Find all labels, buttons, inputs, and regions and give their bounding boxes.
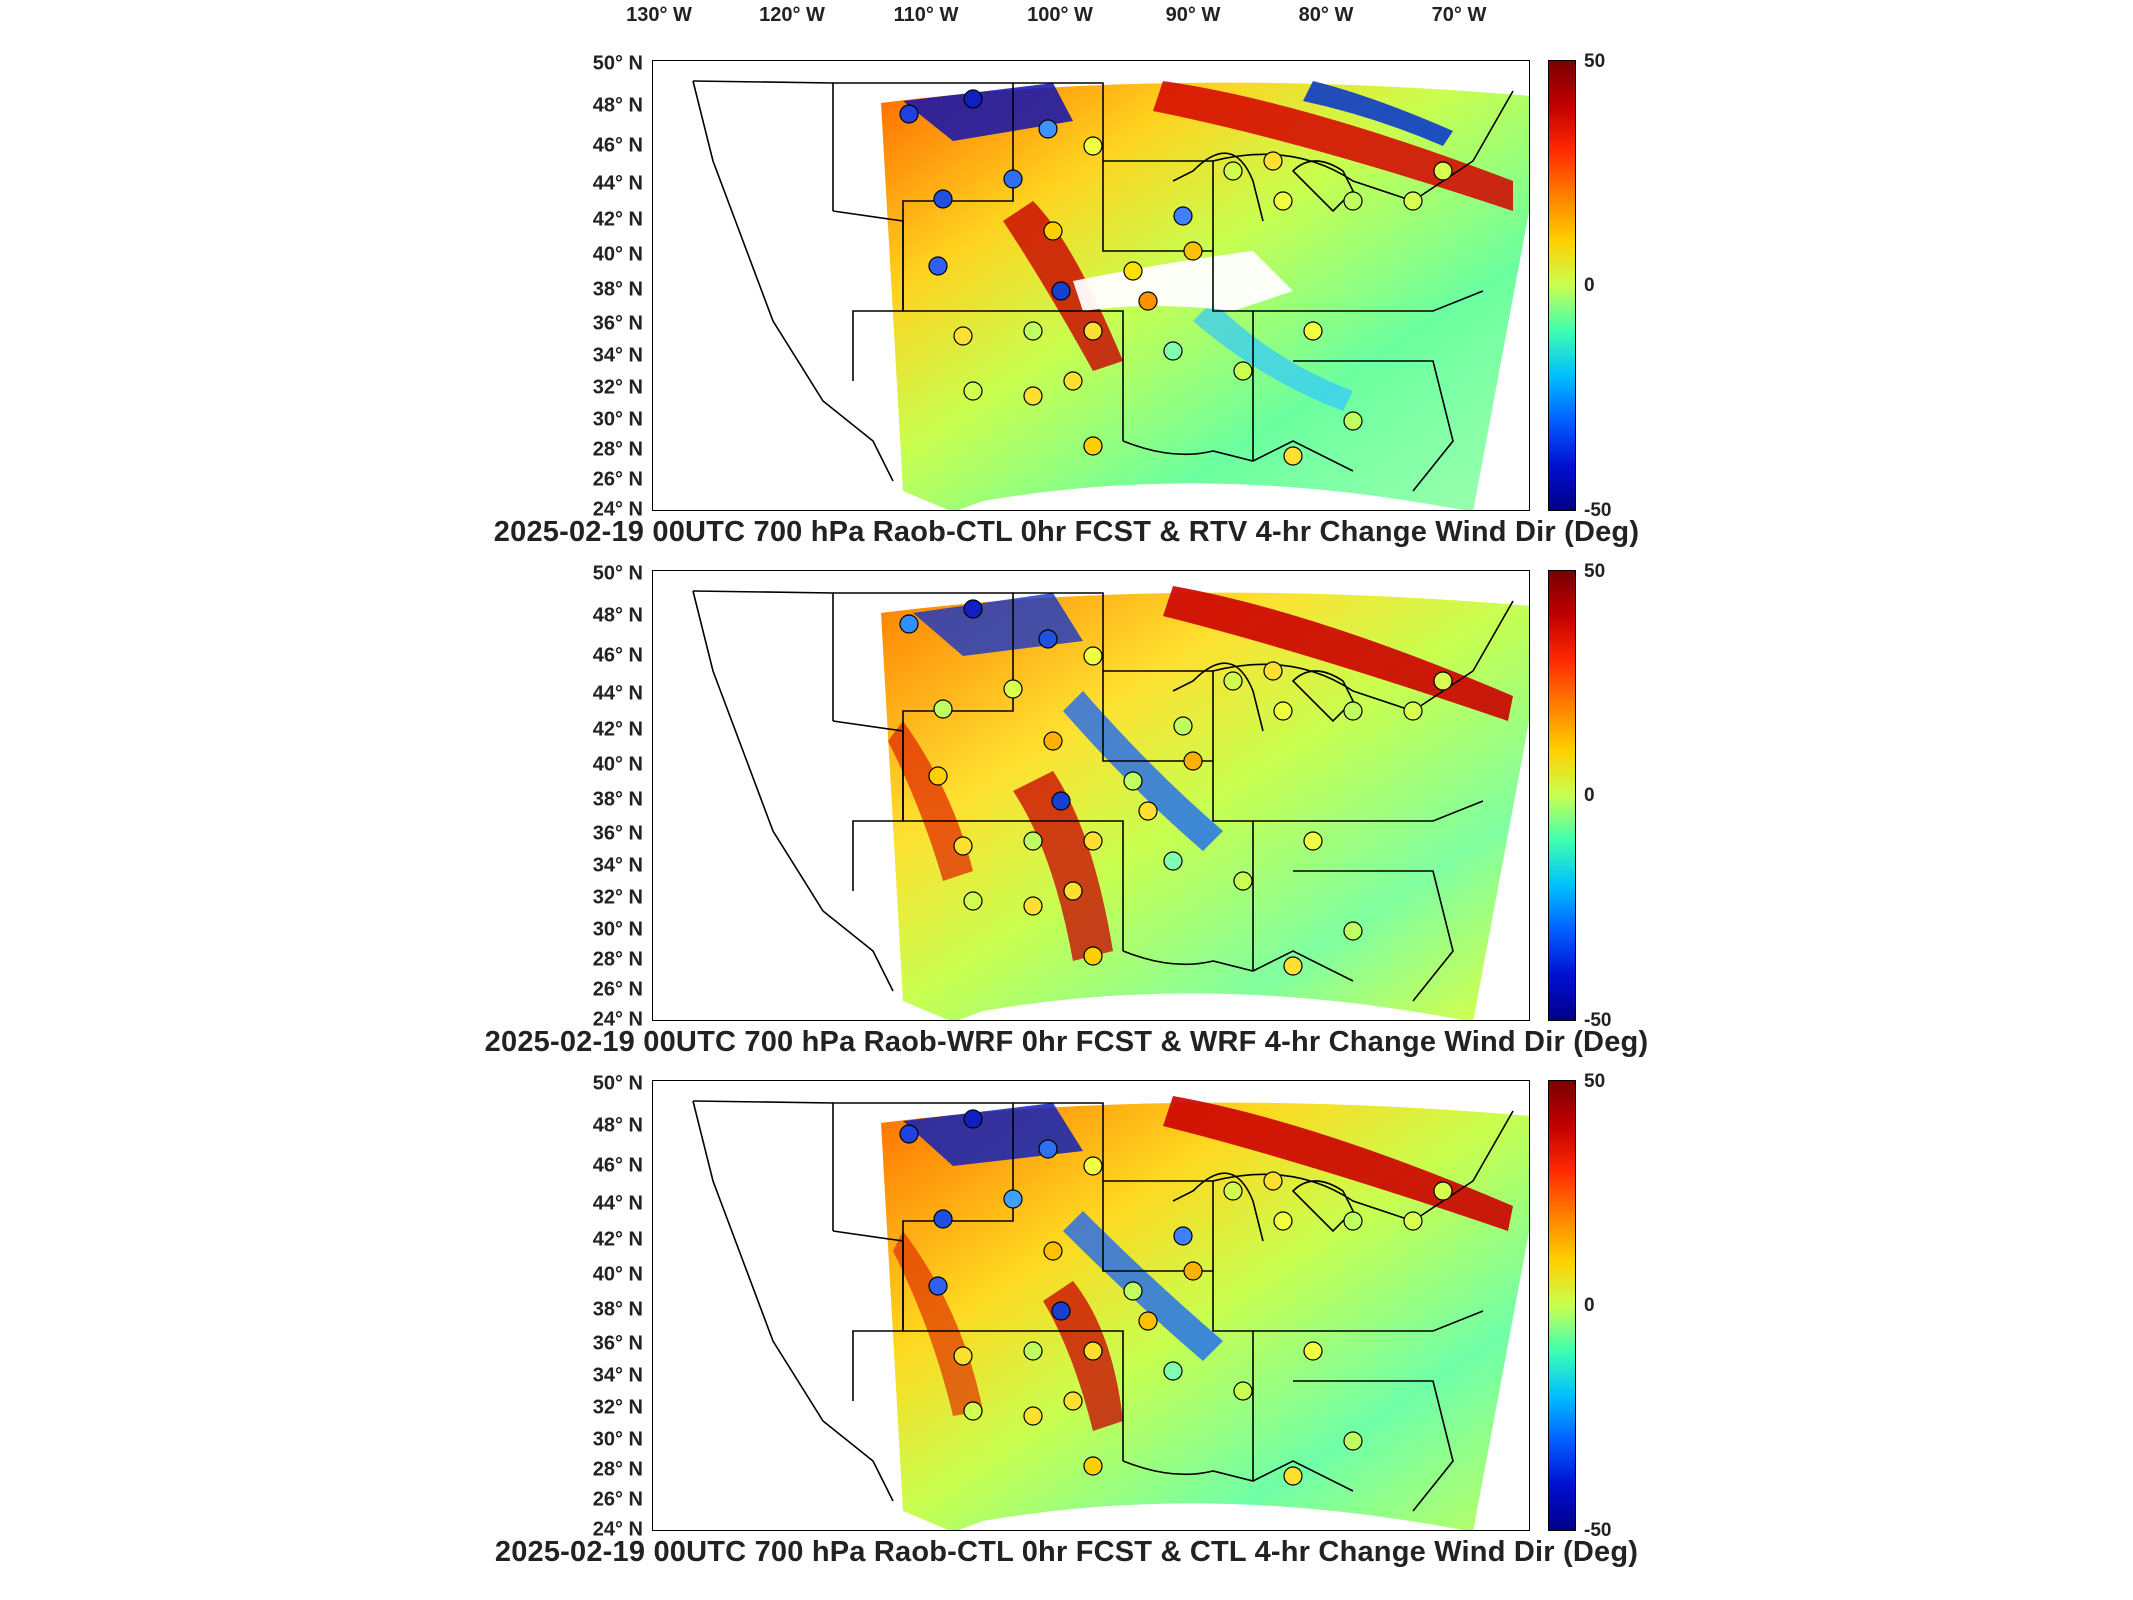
lat-label-24n: 24° N: [592, 498, 643, 521]
lat-label-38n: 38° N: [592, 788, 643, 811]
lat-label-24n: 24° N: [592, 1008, 643, 1031]
colorbar-max-label: 50: [1584, 1071, 1606, 1092]
state-borders: [692, 80, 1514, 492]
wind-change-red-band: [1163, 1096, 1513, 1231]
lat-label-48n: 48° N: [592, 94, 643, 117]
raob-stations: [899, 1109, 1453, 1486]
lat-label-42n: 42° N: [592, 718, 643, 741]
lon-label-130w: 130° W: [626, 4, 692, 26]
lat-label-50n: 50° N: [592, 52, 643, 75]
raob-stations: [899, 89, 1453, 466]
colorbar-mid-label: 0: [1584, 785, 1595, 806]
colorbar: [1548, 1080, 1576, 1531]
wind-change-red-band: [1163, 586, 1513, 721]
wind-change-blue-nw: [903, 83, 1073, 141]
missing-data-white: [1073, 251, 1293, 311]
lat-label-28n: 28° N: [592, 438, 643, 461]
wind-change-cyan-se: [1193, 301, 1353, 411]
lat-label-44n: 44° N: [592, 172, 643, 195]
colorbar-mid-label: 0: [1584, 1295, 1595, 1316]
longitude-axis: 130° W 120° W 110° W 100° W 90° W 80° W …: [0, 4, 2133, 34]
lat-label-42n: 42° N: [592, 1228, 643, 1251]
lat-label-36n: 36° N: [592, 1332, 643, 1355]
lon-label-120w: 120° W: [759, 4, 825, 26]
lon-label-70w: 70° W: [1431, 4, 1487, 26]
lat-label-30n: 30° N: [592, 918, 643, 941]
lat-label-38n: 38° N: [592, 1298, 643, 1321]
model-domain: [881, 592, 1529, 1020]
raob-stations: [899, 599, 1453, 976]
lat-label-30n: 30° N: [592, 408, 643, 431]
lat-label-46n: 46° N: [592, 1154, 643, 1177]
lat-label-30n: 30° N: [592, 1428, 643, 1451]
lat-label-46n: 46° N: [592, 644, 643, 667]
lat-label-28n: 28° N: [592, 1458, 643, 1481]
colorbar-min-label: -50: [1584, 500, 1612, 521]
wind-change-red-band: [1153, 81, 1513, 211]
lat-label-32n: 32° N: [592, 376, 643, 399]
wind-change-blue-band: [1303, 81, 1453, 146]
wind-change-blue-nw: [903, 1103, 1083, 1166]
panel-title: 2025-02-19 00UTC 700 hPa Raob-WRF 0hr FC…: [484, 1026, 1649, 1058]
lat-label-32n: 32° N: [592, 886, 643, 909]
lat-label-32n: 32° N: [592, 1396, 643, 1419]
lat-label-26n: 26° N: [592, 1488, 643, 1511]
lat-label-24n: 24° N: [592, 1518, 643, 1541]
lat-label-34n: 34° N: [592, 1364, 643, 1387]
lat-label-34n: 34° N: [592, 854, 643, 877]
lat-label-38n: 38° N: [592, 278, 643, 301]
lat-label-48n: 48° N: [592, 604, 643, 627]
lat-label-46n: 46° N: [592, 134, 643, 157]
colorbar: [1548, 570, 1576, 1021]
model-domain: [881, 1102, 1529, 1530]
lon-label-80w: 80° W: [1298, 4, 1354, 26]
colorbar-min-label: -50: [1584, 1520, 1612, 1541]
map-area: [652, 60, 1530, 511]
colorbar-max-label: 50: [1584, 51, 1606, 72]
wind-change-red-west: [893, 1231, 983, 1416]
wind-change-red-central: [1013, 771, 1113, 961]
wind-change-red-west: [888, 721, 973, 881]
lat-label-40n: 40° N: [592, 753, 643, 776]
map-panel-2: 50° N 48° N 46° N 44° N 42° N 40° N 38° …: [0, 561, 2133, 1082]
lat-label-42n: 42° N: [592, 208, 643, 231]
colorbar-max-label: 50: [1584, 561, 1606, 582]
colorbar-min-label: -50: [1584, 1010, 1612, 1031]
lat-label-36n: 36° N: [592, 312, 643, 335]
lat-label-34n: 34° N: [592, 344, 643, 367]
map-panel-1: 50° N 48° N 46° N 44° N 42° N 40° N 38° …: [0, 51, 2133, 572]
lon-label-110w: 110° W: [893, 4, 959, 26]
state-borders: [692, 590, 1514, 1002]
lat-label-44n: 44° N: [592, 1192, 643, 1215]
lat-label-50n: 50° N: [592, 562, 643, 585]
state-borders: [692, 1100, 1514, 1512]
lat-label-40n: 40° N: [592, 243, 643, 266]
lat-label-28n: 28° N: [592, 948, 643, 971]
lat-label-40n: 40° N: [592, 1263, 643, 1286]
lat-label-36n: 36° N: [592, 822, 643, 845]
lon-label-90w: 90° W: [1165, 4, 1221, 26]
lat-label-26n: 26° N: [592, 468, 643, 491]
map-area: [652, 570, 1530, 1021]
map-area: [652, 1080, 1530, 1531]
lat-label-48n: 48° N: [592, 1114, 643, 1137]
map-panel-3: 50° N 48° N 46° N 44° N 42° N 40° N 38° …: [0, 1071, 2133, 1592]
lon-label-100w: 100° W: [1027, 4, 1093, 26]
colorbar-mid-label: 0: [1584, 275, 1595, 296]
lat-label-26n: 26° N: [592, 978, 643, 1001]
panel-title: 2025-02-19 00UTC 700 hPa Raob-CTL 0hr FC…: [494, 1536, 1639, 1568]
panel-title: 2025-02-19 00UTC 700 hPa Raob-CTL 0hr FC…: [493, 516, 1640, 548]
lat-label-44n: 44° N: [592, 682, 643, 705]
colorbar: [1548, 60, 1576, 511]
lat-label-50n: 50° N: [592, 1072, 643, 1095]
